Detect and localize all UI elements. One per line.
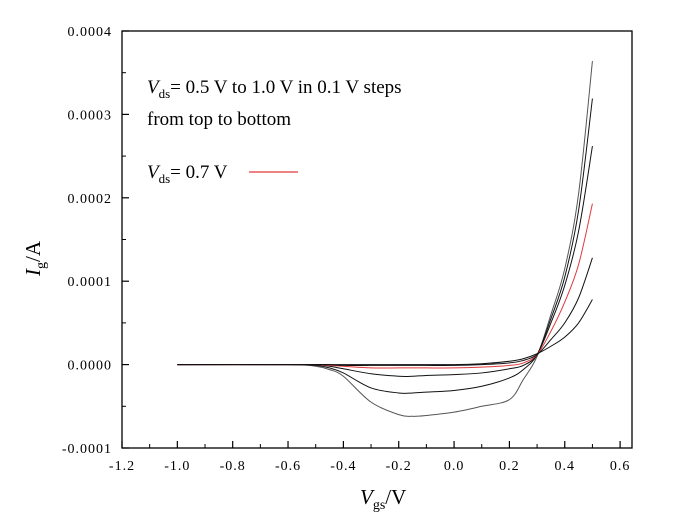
y-tick-label: -0.0001 [62,442,112,457]
y-tick-label: 0.0002 [68,192,113,207]
y-axis-label: Ig/A [21,240,49,277]
x-tick-label: -1.2 [109,459,135,474]
ticks: -1.2 -1.0 -0.8 -0.6 -0.4 -0.2 0.0 0.2 0.4 0.6 0.00… [62,25,631,474]
x-tick-label: -0.8 [220,459,246,474]
series-lines [177,60,593,417]
y-tick-label: 0.0003 [68,108,113,123]
y-tick-label: 0.0000 [68,359,113,374]
y-tick-label: 0.0004 [68,25,113,40]
series-line-curve-3 [177,146,593,377]
x-tick-label: 0.2 [499,459,520,474]
x-tick-label: -1.0 [164,459,190,474]
series-line-curve-1 [177,60,593,417]
series-line-curve-6 [177,299,593,366]
series-line-vds-0-7-v [177,203,593,369]
x-tick-label: -0.4 [330,459,356,474]
x-tick-label: 0.0 [444,459,465,474]
x-tick-label: -0.6 [275,459,301,474]
x-tick-label: 0.6 [610,459,631,474]
x-tick-label: -0.2 [386,459,412,474]
series-line-curve-5 [177,257,593,366]
x-axis-label: Vgs/V [360,485,406,513]
annotation-line2: from top to bottom [147,109,291,130]
y-tick-label: 0.0001 [68,275,113,290]
series-line-curve-2 [177,98,593,394]
x-tick-label: 0.4 [555,459,576,474]
legend-label: Vds= 0.7 V [147,162,228,186]
annotation-line1: Vds= 0.5 V to 1.0 V in 0.1 V steps [147,77,402,101]
